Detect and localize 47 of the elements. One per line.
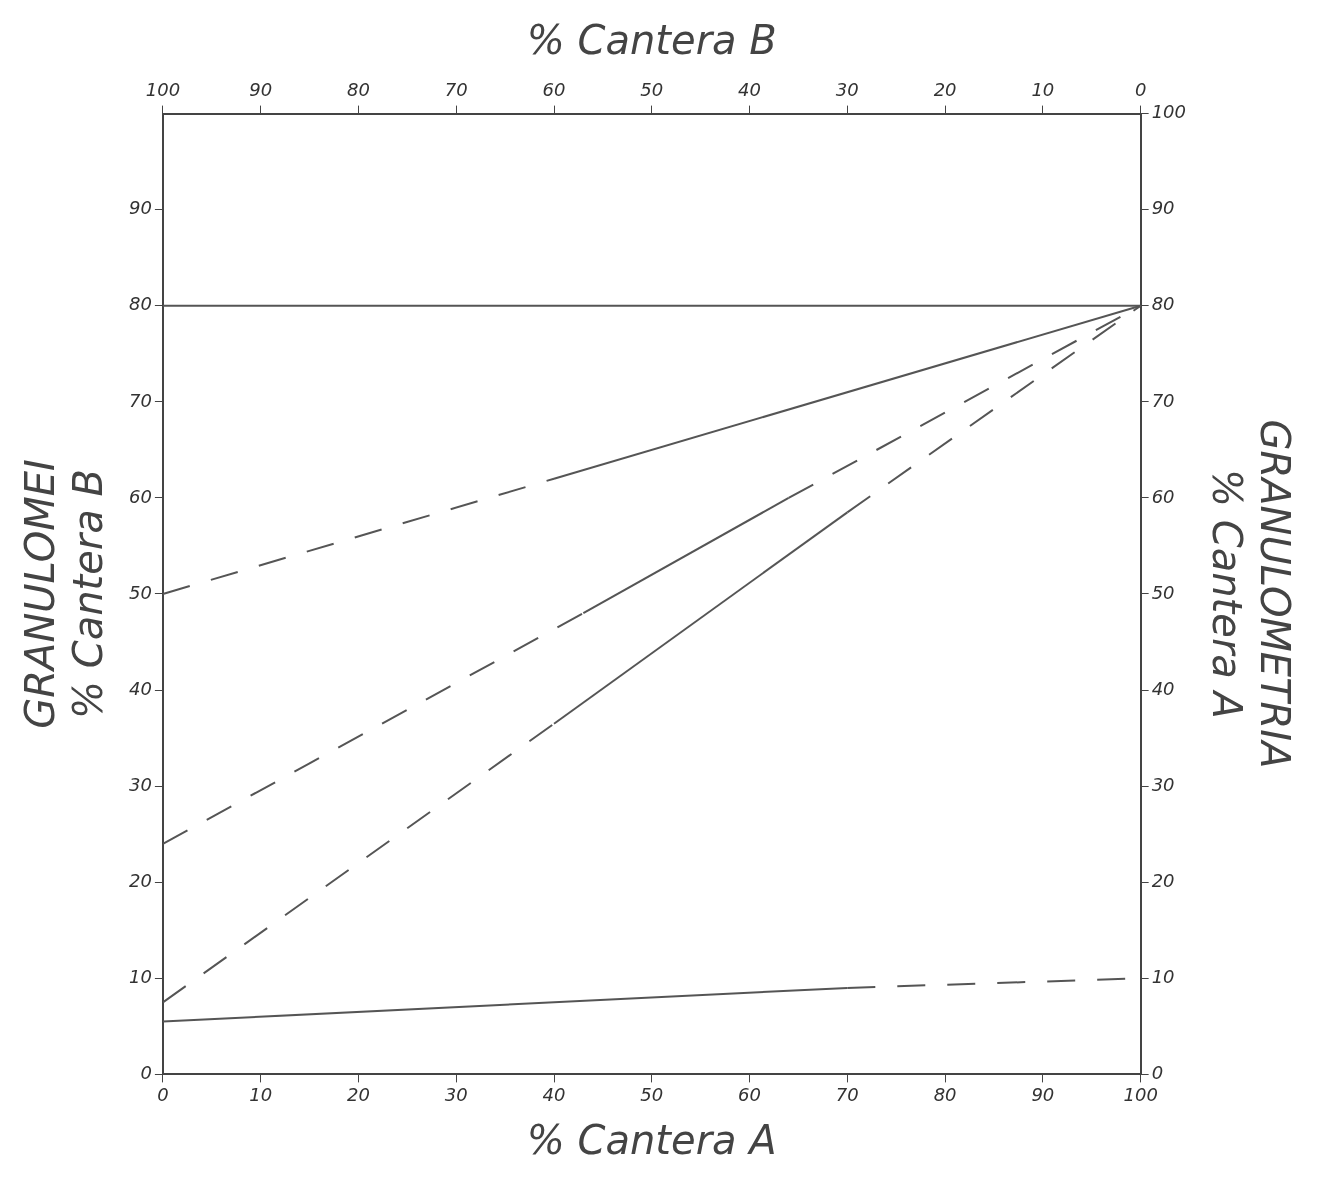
- x-tick-label: 50: [640, 1083, 664, 1105]
- y-tick-label: 60: [129, 485, 152, 507]
- y-tick-label: 20: [129, 869, 152, 891]
- y-tick-label: 90: [129, 197, 152, 219]
- x2-tick-label: 10: [1031, 79, 1055, 101]
- x2-tick-label: 60: [542, 79, 566, 101]
- y-axis-title: GRANULOMEI % Cantera B: [17, 459, 112, 729]
- y-tick-label: 0: [140, 1062, 152, 1084]
- y2-tick-label: 40: [1151, 677, 1175, 699]
- y-tick-label: 70: [129, 389, 152, 411]
- x-tick-label: 40: [542, 1083, 566, 1105]
- y2-tick-label: 0: [1151, 1062, 1164, 1084]
- x2-tick-label: 80: [347, 79, 370, 101]
- y2-tick-label: 30: [1151, 773, 1175, 795]
- y2-tick-label: 90: [1151, 197, 1175, 219]
- y2-tick-label: 50: [1151, 581, 1175, 603]
- x2-tick-label: 70: [444, 79, 468, 101]
- x2-tick-label: 20: [933, 79, 957, 101]
- y2-tick-label: 60: [1151, 485, 1175, 507]
- y2-tick-label: 20: [1151, 869, 1175, 891]
- y-tick-label: 50: [129, 581, 152, 603]
- y2-tick-label: 80: [1151, 293, 1175, 315]
- x2-tick-label: 40: [738, 79, 761, 101]
- x2-tick-label: 90: [249, 79, 273, 101]
- x2-tick-label: 30: [835, 79, 859, 101]
- x2-axis-title: % Cantera B: [526, 17, 777, 64]
- y-tick-label: 80: [129, 293, 152, 315]
- x-tick-label: 20: [347, 1083, 370, 1105]
- x2-tick-label: 50: [640, 79, 664, 101]
- x2-tick-label: 100: [145, 79, 181, 101]
- x-tick-label: 80: [933, 1083, 957, 1105]
- y2-tick-label: 70: [1151, 389, 1175, 411]
- y-tick-label: 40: [129, 677, 152, 699]
- x-tick-label: 60: [738, 1083, 761, 1105]
- x-tick-label: 100: [1123, 1083, 1158, 1105]
- y2-axis-title: GRANULOMETRIA % Cantera A: [1203, 419, 1298, 769]
- y-tick-label: 10: [129, 965, 152, 987]
- x-tick-label: 90: [1031, 1083, 1055, 1105]
- y2-tick-label: 100: [1151, 101, 1186, 123]
- y2-tick-label: 10: [1151, 965, 1175, 987]
- x-tick-label: 30: [444, 1083, 468, 1105]
- x-tick-label: 70: [835, 1083, 859, 1105]
- x-axis-title: % Cantera A: [526, 1117, 777, 1164]
- x2-tick-label: 0: [1134, 79, 1147, 101]
- y-tick-label: 30: [129, 773, 152, 795]
- x-tick-label: 0: [157, 1083, 169, 1105]
- x-tick-label: 10: [249, 1083, 273, 1105]
